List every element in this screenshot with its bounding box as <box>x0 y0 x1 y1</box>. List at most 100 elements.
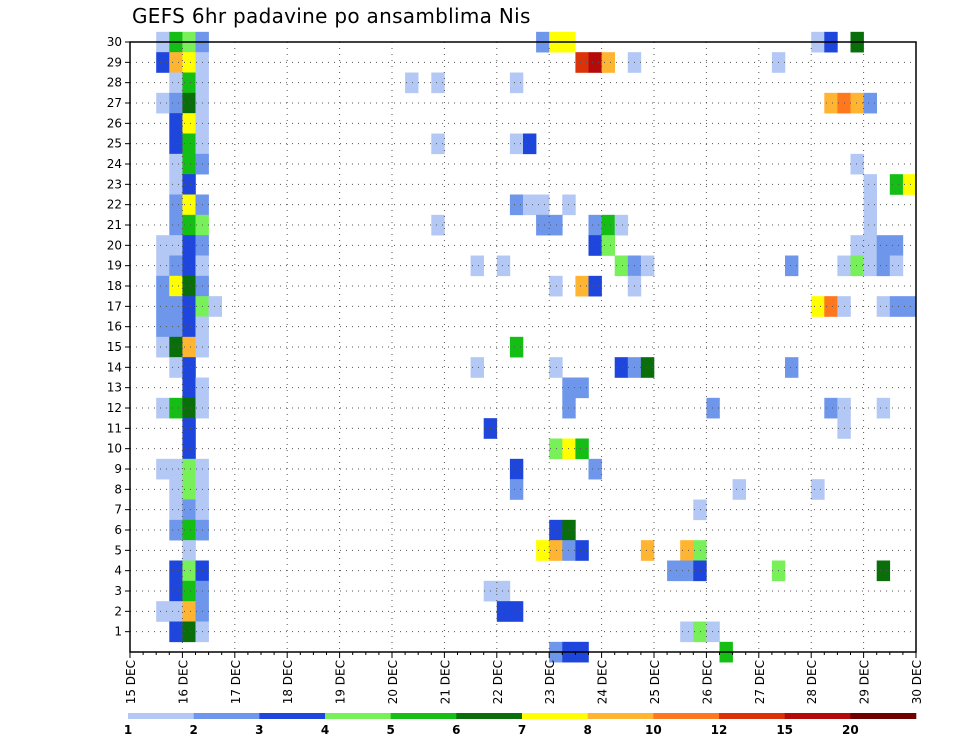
heatmap-cell <box>523 194 537 216</box>
y-tick-label: 4 <box>114 564 122 578</box>
heatmap-cell <box>496 601 511 622</box>
heatmap-cell <box>182 397 196 419</box>
heatmap-cell <box>863 174 877 195</box>
y-tick-label: 6 <box>114 523 122 537</box>
heatmap-cell <box>470 255 484 277</box>
heatmap-cell <box>182 235 196 256</box>
heatmap-cell <box>536 540 550 561</box>
heatmap-cell <box>889 255 904 277</box>
heatmap-cell <box>785 255 799 277</box>
heatmap-cell <box>156 92 170 114</box>
heatmap-cell <box>680 540 694 561</box>
heatmap-cell <box>169 336 183 358</box>
y-tick-label: 5 <box>114 543 122 557</box>
heatmap-cell <box>182 52 196 73</box>
heatmap-cell <box>182 458 196 480</box>
heatmap-cell <box>156 275 170 297</box>
heatmap-cell <box>182 296 196 317</box>
x-tick-label: 18 DEC <box>281 660 295 704</box>
x-tick-label: 15 DEC <box>124 660 138 704</box>
heatmap-cell <box>876 296 891 317</box>
y-tick-label: 14 <box>107 360 122 374</box>
heatmap-cell <box>614 214 629 236</box>
x-tick-label: 16 DEC <box>176 660 190 704</box>
heatmap-cell <box>850 153 864 175</box>
heatmap-cell <box>614 255 629 277</box>
heatmap-cell <box>549 357 563 378</box>
heatmap-cell <box>431 133 445 155</box>
heatmap-cell <box>523 133 537 155</box>
heatmap-cell <box>169 275 183 297</box>
heatmap-cell <box>601 214 615 236</box>
y-tick-label: 7 <box>114 503 122 517</box>
heatmap-cell <box>182 255 196 277</box>
heatmap-cell <box>156 296 170 317</box>
heatmap-cell <box>588 458 602 480</box>
heatmap-cell <box>863 235 877 256</box>
y-tick-label: 20 <box>107 238 122 252</box>
y-tick-label: 24 <box>107 157 122 171</box>
heatmap-cell <box>169 580 183 602</box>
heatmap-cell <box>182 72 196 94</box>
heatmap-cell <box>169 153 183 175</box>
heatmap-cell <box>824 296 838 317</box>
chart-title: GEFS 6hr padavine po ansamblima Nis <box>132 4 531 28</box>
heatmap-cell <box>169 316 183 338</box>
y-tick-label: 18 <box>107 279 122 293</box>
heatmap-cell <box>902 296 917 317</box>
heatmap-cell <box>588 275 602 297</box>
colorbar-swatch <box>390 713 457 719</box>
axis-ticks: 1234567891011121314151617181920212223242… <box>107 35 924 704</box>
heatmap-cell <box>182 479 196 500</box>
y-tick-label: 29 <box>107 55 122 69</box>
heatmap-cell <box>588 214 602 236</box>
heatmap-cell <box>549 540 563 561</box>
colorbar-swatch <box>587 713 654 719</box>
heatmap-cell <box>156 458 170 480</box>
heatmap-cell <box>182 621 196 643</box>
heatmap-cell <box>509 601 524 622</box>
heatmap-cell <box>169 458 183 480</box>
heatmap-cell <box>169 296 183 317</box>
y-tick-label: 8 <box>114 482 122 496</box>
colorbar-swatch <box>325 713 391 719</box>
x-tick-label: 20 DEC <box>386 660 400 704</box>
y-tick-label: 13 <box>107 381 122 395</box>
heatmap-cell <box>509 336 524 358</box>
colorbar-swatch <box>850 713 917 719</box>
heatmap-cell <box>667 560 681 582</box>
x-tick-label: 23 DEC <box>543 660 557 704</box>
colorbar-label: 2 <box>189 723 197 737</box>
heatmap-cell <box>182 540 196 561</box>
heatmap-cell <box>575 438 589 460</box>
heatmap-cell <box>706 621 720 643</box>
y-tick-label: 11 <box>107 421 122 435</box>
y-tick-label: 23 <box>107 177 122 191</box>
heatmap-cell <box>169 214 183 236</box>
heatmap-cell <box>601 52 615 73</box>
colorbar-swatch <box>128 713 194 719</box>
y-tick-label: 1 <box>114 625 122 639</box>
heatmap-cell <box>680 560 694 582</box>
heatmap-cell <box>549 438 563 460</box>
y-tick-label: 28 <box>107 76 122 90</box>
colorbar-label: 1 <box>124 723 132 737</box>
heatmap-cell <box>640 357 655 378</box>
heatmap-cell <box>536 194 550 216</box>
x-tick-label: 26 DEC <box>700 660 714 704</box>
heatmap-cell <box>156 316 170 338</box>
heatmap-cell <box>588 235 602 256</box>
heatmap-cell <box>182 438 196 460</box>
y-tick-label: 10 <box>107 442 122 456</box>
colorbar-swatch <box>653 713 720 719</box>
colorbar-label: 4 <box>321 723 329 737</box>
heatmap-cell <box>156 336 170 358</box>
heatmap-cell <box>169 601 183 622</box>
colorbar-label: 6 <box>452 723 460 737</box>
heatmap-cell <box>863 194 877 216</box>
colorbar-label: 8 <box>583 723 591 737</box>
heatmap-cell <box>169 194 183 216</box>
heatmap-cell <box>182 275 196 297</box>
colorbar-swatch <box>456 713 523 719</box>
heatmap-cell <box>601 235 615 256</box>
